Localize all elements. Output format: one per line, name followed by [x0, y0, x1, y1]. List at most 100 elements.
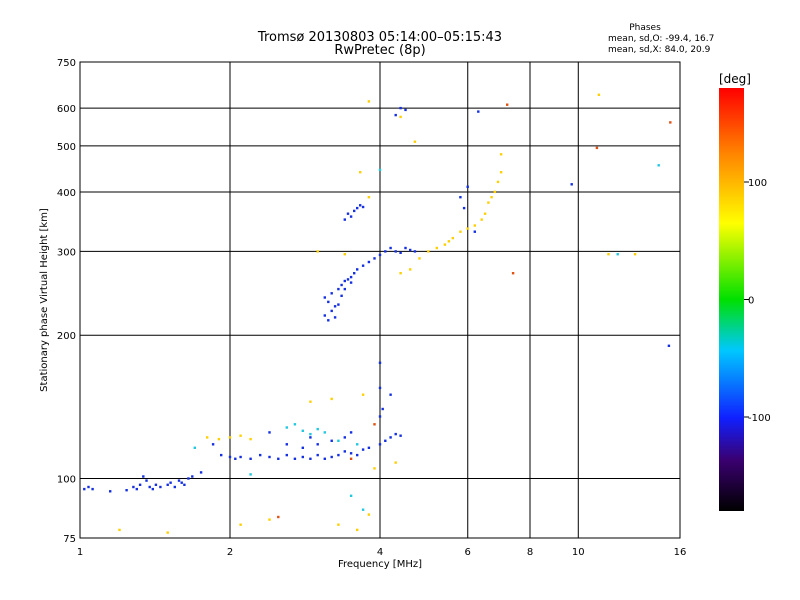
data-point: [356, 268, 359, 271]
data-point: [277, 515, 280, 519]
data-point: [166, 531, 169, 534]
x-tick-label: 16: [674, 547, 687, 558]
data-point: [327, 319, 330, 322]
data-point: [154, 483, 158, 486]
data-point: [333, 316, 337, 319]
data-point: [349, 215, 353, 218]
data-point: [83, 487, 86, 491]
data-point: [506, 103, 509, 106]
data-point: [359, 204, 362, 207]
data-point: [394, 432, 397, 436]
data-point: [616, 253, 619, 256]
data-point: [373, 257, 376, 260]
data-point: [340, 283, 343, 287]
data-points: [83, 93, 672, 534]
data-point: [316, 427, 319, 431]
data-point: [399, 272, 402, 275]
data-point: [346, 212, 350, 215]
data-point: [148, 485, 151, 489]
data-point: [343, 218, 346, 221]
data-point: [118, 528, 121, 532]
data-point: [343, 287, 346, 291]
phases-legend-x-mode: mean, sd,X: 84.0, 20.9: [608, 45, 711, 55]
colorbar-gradient: [719, 88, 744, 511]
data-point: [301, 429, 304, 432]
data-point: [151, 487, 154, 491]
data-point: [343, 450, 346, 453]
colorbar-tick-label: 100: [748, 178, 767, 189]
data-point: [378, 415, 382, 418]
data-point: [480, 218, 483, 221]
data-point: [490, 196, 493, 199]
data-point: [87, 485, 90, 489]
data-point: [285, 426, 288, 429]
data-point: [323, 296, 326, 299]
y-tick-label: 400: [57, 188, 76, 199]
x-tick-label: 10: [572, 547, 585, 558]
data-point: [356, 443, 359, 446]
data-point: [346, 278, 350, 281]
data-point: [337, 523, 340, 526]
data-point: [228, 455, 232, 459]
data-point: [657, 164, 660, 167]
data-point: [378, 253, 382, 257]
data-point: [234, 457, 237, 460]
data-point: [499, 171, 503, 174]
data-point: [125, 489, 128, 492]
data-point: [277, 457, 280, 460]
data-point: [333, 305, 337, 308]
data-point: [399, 251, 402, 254]
data-point: [473, 230, 476, 233]
data-point: [483, 212, 487, 215]
data-point: [435, 246, 438, 250]
data-point: [183, 483, 186, 486]
data-point: [394, 113, 397, 117]
chart-subtitle: RwPretec (8p): [334, 43, 425, 58]
y-axis-ticks: 75 100 200 300 400 500 600 750: [57, 58, 76, 545]
data-point: [211, 443, 215, 446]
data-point: [166, 483, 169, 486]
data-point: [343, 253, 346, 256]
data-point: [330, 439, 333, 442]
data-point: [193, 446, 196, 449]
data-point: [132, 485, 135, 489]
data-point: [466, 185, 469, 188]
data-point: [293, 457, 297, 460]
data-point: [323, 457, 326, 460]
data-point: [359, 171, 362, 174]
data-point: [473, 224, 476, 227]
colorbar-tick-label: -100: [748, 413, 771, 424]
data-point: [330, 309, 333, 313]
data-point: [169, 481, 172, 484]
plot-frame: [79, 61, 681, 539]
data-point: [180, 481, 183, 484]
data-point: [443, 243, 447, 246]
data-point: [239, 434, 242, 437]
data-point: [206, 436, 209, 439]
data-point: [323, 431, 326, 434]
data-point: [301, 446, 304, 449]
y-tick-label: 500: [57, 142, 76, 153]
data-point: [268, 455, 271, 459]
data-point: [356, 206, 359, 210]
data-point: [293, 423, 297, 426]
data-point: [142, 475, 145, 478]
data-point: [249, 457, 252, 460]
data-point: [330, 292, 333, 295]
data-point: [378, 168, 382, 172]
data-point: [91, 487, 94, 491]
y-tick-label: 750: [57, 58, 76, 69]
data-point: [268, 431, 271, 434]
data-point: [477, 110, 480, 113]
data-point: [511, 272, 515, 275]
data-point: [394, 250, 397, 253]
data-point: [349, 431, 353, 434]
data-point: [228, 436, 232, 439]
data-point: [343, 279, 346, 283]
x-tick-label: 8: [527, 547, 533, 558]
y-tick-label: 300: [57, 247, 76, 258]
phases-legend-o-mode: mean, sd,O: -99.4, 16.7: [608, 34, 714, 44]
x-tick-label: 2: [227, 547, 233, 558]
data-point: [378, 361, 382, 364]
